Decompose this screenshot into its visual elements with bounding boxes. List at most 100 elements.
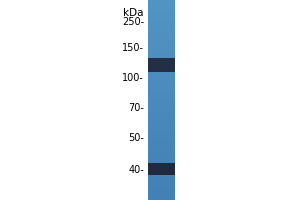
Bar	[148, 18, 175, 19]
Bar	[148, 40, 175, 41]
Bar	[148, 106, 175, 107]
Bar	[148, 182, 175, 183]
Bar	[148, 47, 175, 48]
Bar	[148, 89, 175, 90]
Bar	[148, 68, 175, 69]
Bar	[148, 63, 175, 64]
Bar	[148, 125, 175, 126]
Bar	[148, 76, 175, 77]
Bar	[148, 99, 175, 100]
Bar	[148, 168, 175, 169]
Bar	[148, 94, 175, 95]
Bar	[148, 2, 175, 3]
Bar	[148, 87, 175, 88]
Bar	[148, 6, 175, 7]
Bar	[148, 154, 175, 155]
Bar	[148, 38, 175, 39]
Bar	[148, 17, 175, 18]
Bar	[148, 69, 175, 70]
Bar	[148, 93, 175, 94]
Bar	[148, 22, 175, 23]
Bar	[148, 32, 175, 33]
Bar	[148, 51, 175, 52]
Bar	[148, 131, 175, 132]
Bar	[148, 46, 175, 47]
Bar	[148, 163, 175, 175]
Bar	[148, 176, 175, 177]
Bar	[148, 10, 175, 11]
Bar	[148, 61, 175, 62]
Bar	[148, 45, 175, 46]
Bar	[148, 78, 175, 79]
Bar	[148, 20, 175, 21]
Bar	[148, 197, 175, 198]
Bar	[148, 88, 175, 89]
Bar	[148, 7, 175, 8]
Text: 150-: 150-	[122, 43, 144, 53]
Bar	[148, 133, 175, 134]
Bar	[148, 103, 175, 104]
Bar	[148, 50, 175, 51]
Bar	[148, 100, 175, 101]
Bar	[148, 16, 175, 17]
Bar	[148, 107, 175, 108]
Bar	[148, 122, 175, 123]
Text: 40-: 40-	[128, 165, 144, 175]
Bar	[148, 55, 175, 56]
Bar	[148, 118, 175, 119]
Bar	[148, 75, 175, 76]
Bar	[148, 188, 175, 189]
Bar	[148, 23, 175, 24]
Bar	[148, 175, 175, 176]
Bar	[148, 191, 175, 192]
Bar	[148, 167, 175, 168]
Bar	[148, 66, 175, 67]
Bar	[148, 135, 175, 136]
Bar	[148, 179, 175, 180]
Bar	[148, 90, 175, 91]
Bar	[148, 62, 175, 63]
Bar	[148, 58, 175, 59]
Bar	[148, 146, 175, 147]
Bar	[148, 101, 175, 102]
Bar	[148, 57, 175, 58]
Bar	[148, 190, 175, 191]
Bar	[148, 173, 175, 174]
Bar	[148, 128, 175, 129]
Bar	[148, 30, 175, 31]
Bar	[148, 31, 175, 32]
Bar	[148, 192, 175, 193]
Bar	[148, 67, 175, 68]
Bar	[148, 185, 175, 186]
Bar	[148, 74, 175, 75]
Bar	[148, 114, 175, 115]
Bar	[148, 186, 175, 187]
Bar	[148, 1, 175, 2]
Text: kDa: kDa	[124, 8, 144, 18]
Bar	[148, 95, 175, 96]
Bar	[148, 8, 175, 9]
Bar	[148, 194, 175, 195]
Bar	[148, 134, 175, 135]
Bar	[148, 86, 175, 87]
Bar	[148, 163, 175, 164]
Bar	[148, 73, 175, 74]
Bar	[148, 11, 175, 12]
Bar	[148, 24, 175, 25]
Bar	[148, 58, 175, 72]
Bar	[148, 156, 175, 157]
Bar	[148, 115, 175, 116]
Bar	[148, 25, 175, 26]
Bar	[148, 26, 175, 27]
Bar	[148, 147, 175, 148]
Bar	[148, 96, 175, 97]
Bar	[148, 37, 175, 38]
Bar	[148, 13, 175, 14]
Bar	[148, 60, 175, 61]
Bar	[148, 162, 175, 163]
Bar	[148, 4, 175, 5]
Bar	[148, 129, 175, 130]
Bar	[148, 117, 175, 118]
Bar	[148, 130, 175, 131]
Bar	[148, 80, 175, 81]
